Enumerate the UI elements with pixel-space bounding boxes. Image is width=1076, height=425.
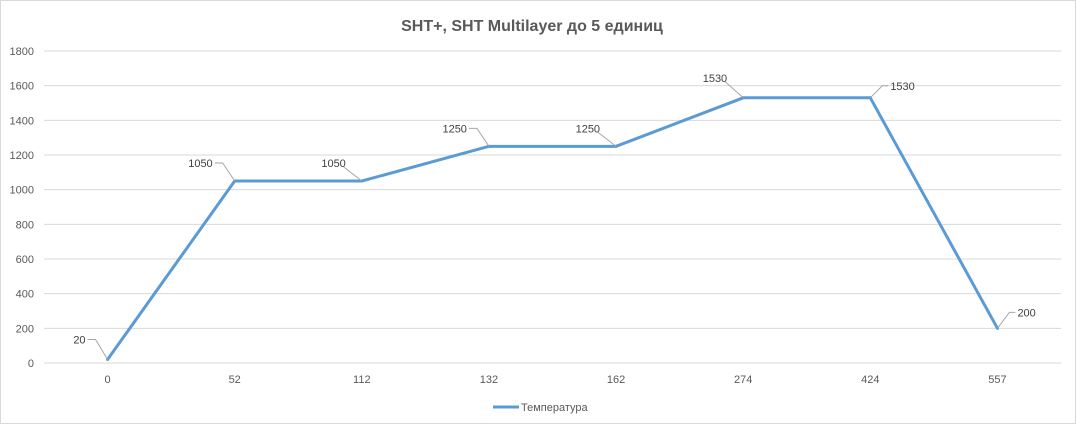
y-tick-label: 0 bbox=[28, 358, 34, 370]
x-tick-label: 274 bbox=[734, 374, 752, 386]
y-tick-label: 800 bbox=[16, 219, 34, 231]
leader-line bbox=[997, 311, 1016, 329]
x-tick-label: 162 bbox=[607, 374, 625, 386]
data-label: 1530 bbox=[890, 81, 914, 93]
y-tick-label: 1600 bbox=[10, 81, 34, 93]
x-tick-label: 424 bbox=[861, 374, 879, 386]
x-tick-label: 132 bbox=[480, 374, 498, 386]
y-tick-label: 200 bbox=[16, 323, 34, 335]
data-label: 20 bbox=[73, 335, 85, 347]
leader-line bbox=[468, 127, 490, 147]
data-label: 1050 bbox=[321, 158, 345, 170]
legend-label: Температура bbox=[521, 402, 589, 414]
x-tick-label: 0 bbox=[105, 374, 111, 386]
series-line-temperatura bbox=[106, 96, 999, 361]
x-tick-label: 52 bbox=[229, 374, 241, 386]
leader-line bbox=[869, 85, 889, 99]
data-label: 1530 bbox=[703, 73, 727, 85]
y-tick-label: 1000 bbox=[10, 185, 34, 197]
leader-line bbox=[87, 339, 108, 360]
data-label: 1250 bbox=[576, 123, 600, 135]
x-tick-label: 112 bbox=[353, 374, 371, 386]
chart-title: SHT+, SHT Multilayer до 5 единиц bbox=[401, 18, 663, 35]
leader-line bbox=[343, 166, 363, 182]
data-label: 1050 bbox=[188, 158, 212, 170]
data-label: 200 bbox=[1017, 307, 1035, 319]
y-tick-label: 400 bbox=[16, 289, 34, 301]
leader-line bbox=[597, 131, 617, 147]
leader-line bbox=[214, 162, 236, 182]
data-label: 1250 bbox=[442, 123, 466, 135]
y-tick-label: 1400 bbox=[10, 115, 34, 127]
y-tick-label: 1800 bbox=[10, 46, 34, 58]
y-tick-label: 1200 bbox=[10, 150, 34, 162]
leader-line bbox=[724, 81, 744, 99]
legend: Температура bbox=[493, 402, 589, 414]
x-tick-label: 557 bbox=[988, 374, 1006, 386]
y-tick-label: 600 bbox=[16, 254, 34, 266]
